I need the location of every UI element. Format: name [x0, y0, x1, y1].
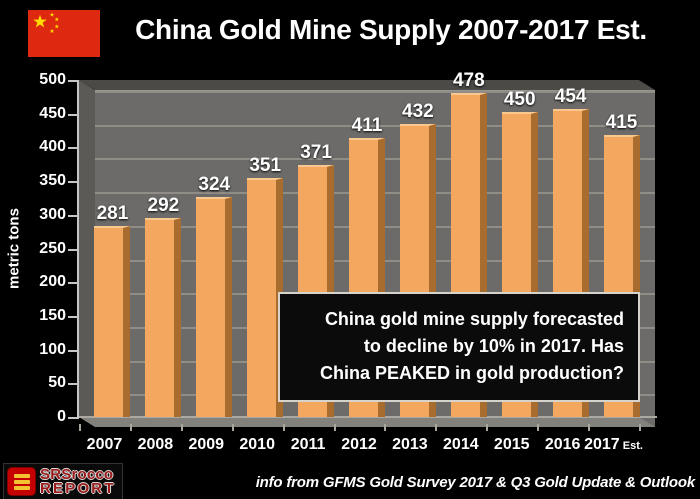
x-tick-label-2015: 2015: [493, 436, 530, 453]
bar-value-label: 371: [300, 142, 332, 163]
bar-value-label: 281: [96, 203, 129, 224]
bar-value-label: 478: [452, 70, 485, 91]
x-axis-labels: 2007 2008 2009 2010 2011 2012 2013 2014 2015 2016…: [79, 422, 669, 462]
x-tick-label-2012: 2012: [341, 436, 377, 453]
y-axis-labels: 0 50 100 150 200 250 300 350 400 450 500: [0, 70, 79, 430]
x-tick-mark: [588, 424, 591, 431]
y-tick-mark: [68, 113, 78, 116]
y-tick-label-450: 450: [39, 104, 66, 122]
logo-line-2: REPORT: [40, 479, 116, 497]
x-tick-mark: [537, 424, 540, 431]
y-tick-mark: [68, 383, 78, 386]
x-tick-mark: [384, 424, 387, 431]
x-tick-label-2017: 2017 Est.: [584, 436, 643, 453]
y-tick-mark: [68, 417, 78, 419]
bar-value-label: 450: [503, 89, 536, 110]
plot-floor-bevel: [79, 417, 655, 427]
annotation-box: China gold mine supply forecasted to dec…: [278, 292, 640, 402]
x-tick-mark: [639, 424, 641, 431]
x-label-est-suffix: Est.: [619, 440, 643, 452]
bar-2009: [196, 197, 233, 417]
x-tick-label-2009: 2009: [188, 436, 225, 453]
y-tick-label-150: 150: [39, 306, 66, 324]
x-tick-mark: [79, 424, 81, 431]
bar-value-label: 351: [249, 155, 282, 176]
gold-bars-icon: [7, 467, 36, 496]
x-tick-label-2016: 2016: [544, 436, 581, 453]
x-tick-mark: [333, 424, 336, 431]
y-tick-label-400: 400: [39, 138, 66, 156]
y-tick-label-50: 50: [48, 374, 66, 392]
annotation-line: China PEAKED in gold production?: [320, 363, 624, 383]
gridline-500: [95, 91, 655, 93]
x-tick-label-2014: 2014: [443, 436, 479, 453]
y-tick-mark: [68, 282, 78, 285]
x-tick-label-2011: 2011: [290, 436, 326, 453]
bar-2007: [94, 226, 131, 417]
bar-value-label: 432: [402, 101, 434, 122]
y-tick-label-300: 300: [39, 205, 66, 223]
y-tick-label-500: 500: [39, 71, 66, 88]
y-tick-mark: [68, 214, 78, 217]
logo-text: SRSrocco REPORT: [40, 465, 116, 497]
bar-chart: metric tons 0 50 100 150 200 250 300 350 400 450 5…: [0, 70, 700, 470]
x-tick-label-2007: 2007: [86, 436, 123, 453]
source-note: info from GFMS Gold Survey 2017 & Q3 Gol…: [255, 474, 695, 491]
y-tick-label-250: 250: [39, 239, 66, 257]
chart-title: China Gold Mine Supply 2007-2017 Est.: [135, 14, 647, 45]
x-axis-line: [79, 416, 657, 418]
annotation-line: China gold mine supply forecasted: [324, 309, 624, 329]
gridline-450: [95, 124, 655, 127]
x-tick-mark: [282, 424, 285, 431]
y-tick-mark: [68, 315, 78, 318]
y-tick-mark: [68, 147, 78, 150]
bar-value-label: 415: [605, 112, 638, 133]
logo-line-1: SRSrocco: [40, 465, 114, 483]
annotation-line: to decline by 10% in 2017. Has: [363, 336, 624, 356]
x-tick-mark: [231, 424, 234, 431]
y-tick-label-200: 200: [39, 273, 66, 291]
bar-value-label: 411: [351, 115, 383, 136]
y-tick-mark: [68, 80, 78, 82]
y-tick-mark: [68, 181, 78, 184]
x-tick-mark: [435, 424, 438, 431]
china-flag-icon: [28, 10, 100, 57]
x-tick-mark: [180, 424, 183, 431]
y-axis-line: [77, 80, 79, 419]
srsrocco-report-logo: SRSrocco REPORT: [3, 463, 123, 499]
x-tick-mark: [129, 424, 132, 431]
y-tick-label-0: 0: [57, 408, 66, 425]
x-tick-label-2008: 2008: [137, 436, 174, 453]
bar-value-label: 324: [198, 174, 231, 195]
x-tick-mark: [486, 424, 489, 431]
bar-value-label: 454: [554, 86, 587, 107]
x-tick-label-2010: 2010: [239, 436, 275, 453]
plot-left-bevel: [79, 80, 95, 427]
y-tick-mark: [68, 349, 78, 352]
x-tick-label-2013: 2013: [392, 436, 428, 453]
plot-ceiling-bevel: [79, 80, 655, 90]
bar-value-label: 292: [147, 195, 180, 216]
bar-2008: [145, 218, 182, 417]
y-tick-label-100: 100: [39, 340, 66, 358]
y-tick-label-350: 350: [39, 172, 66, 190]
y-tick-mark: [68, 248, 78, 251]
